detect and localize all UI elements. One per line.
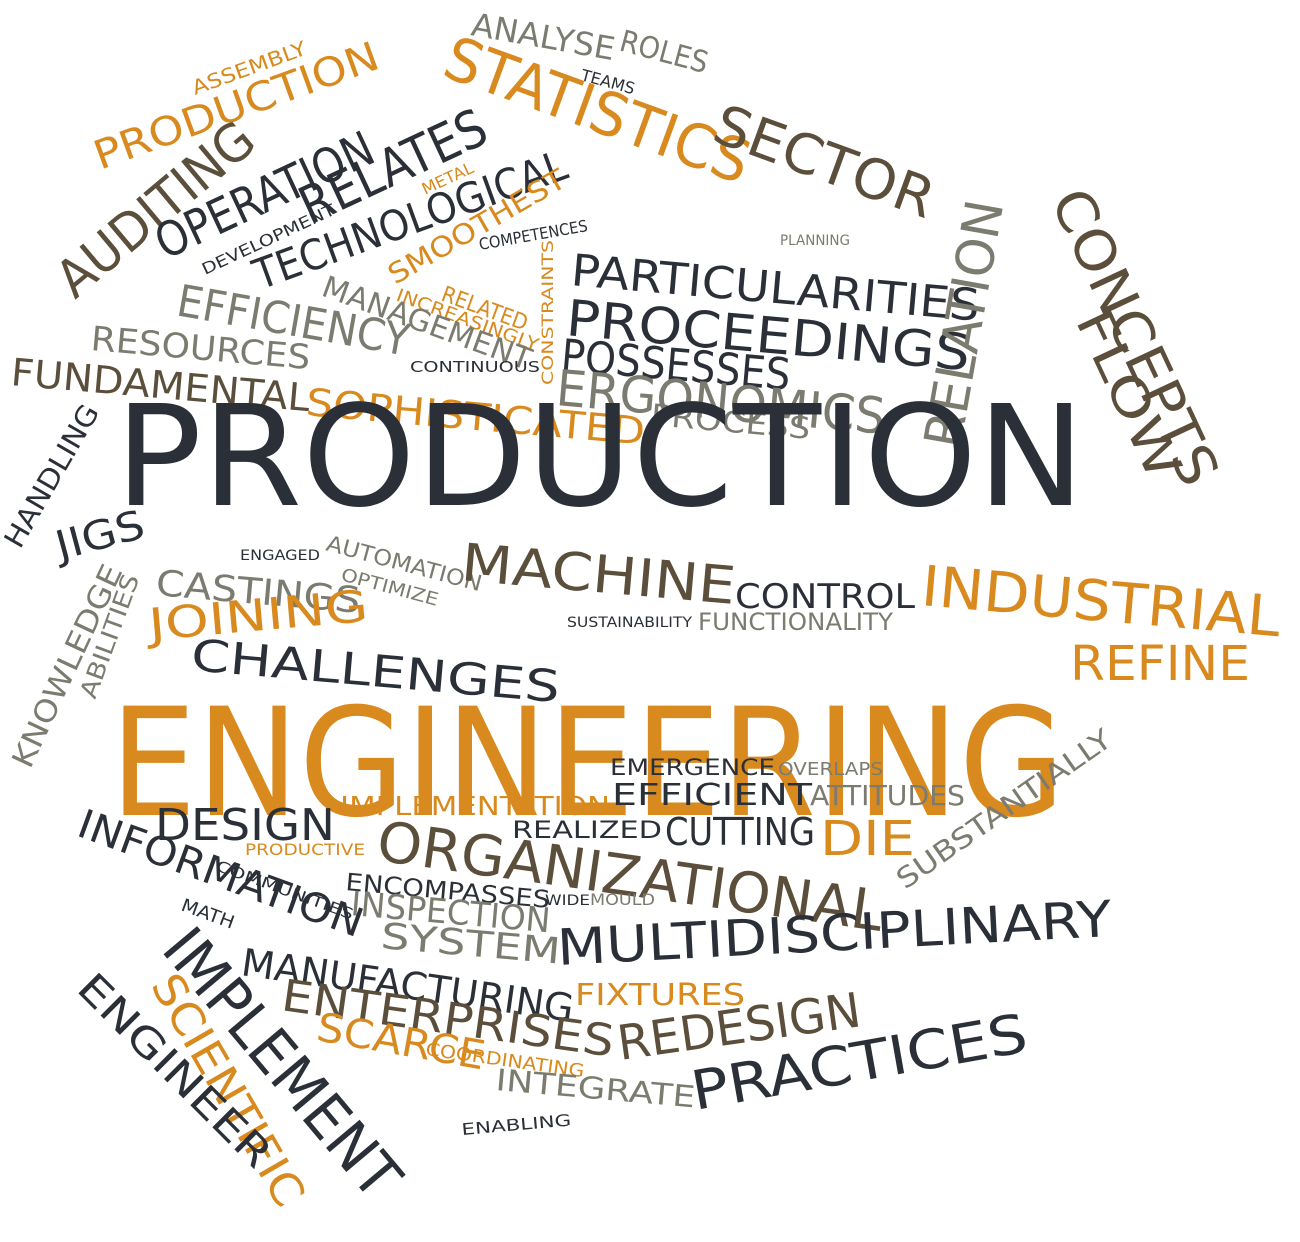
word: CONTINUOUS	[410, 358, 540, 376]
word: PRODUCTION	[115, 376, 1085, 539]
word: ENGAGED	[240, 548, 320, 564]
word: IMPLEMENTATION	[340, 792, 610, 822]
word: MOULD	[590, 890, 655, 909]
word: REFINE	[1070, 636, 1250, 692]
word: OVERLAPS	[778, 759, 883, 780]
word: PLANNING	[780, 233, 850, 249]
word: SUSTAINABILITY	[567, 615, 692, 631]
word: WIDE	[545, 893, 590, 909]
word: DESIGN	[155, 800, 335, 851]
word: FIXTURES	[575, 978, 745, 1013]
word: PRODUCTIVE	[245, 840, 365, 859]
word: ATTITUDES	[810, 779, 965, 812]
word: CONTROL	[735, 577, 915, 617]
word: REALIZED	[512, 816, 662, 844]
word: CONSTRAINTS	[538, 240, 557, 385]
word: ENGINEERING	[110, 677, 1065, 851]
word: FUNCTIONALITY	[698, 608, 893, 636]
word: EFFICIENT	[612, 778, 813, 813]
word: EMERGENCE	[610, 756, 775, 781]
word: CUTTING	[665, 810, 815, 854]
word: DIE	[820, 811, 915, 867]
